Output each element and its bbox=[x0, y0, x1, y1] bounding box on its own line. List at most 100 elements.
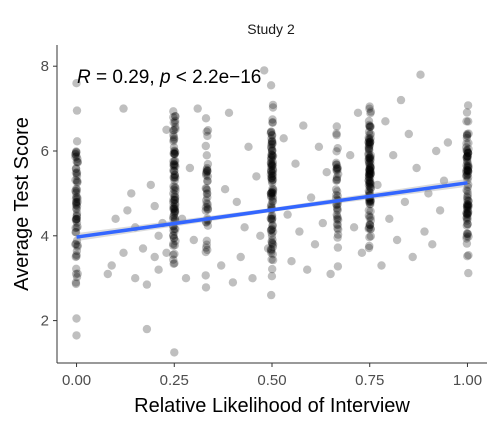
data-point bbox=[154, 231, 163, 240]
data-point bbox=[364, 173, 374, 182]
data-point bbox=[333, 220, 342, 230]
data-point bbox=[462, 131, 472, 140]
data-point bbox=[170, 146, 179, 155]
data-point bbox=[169, 198, 178, 207]
data-point bbox=[366, 151, 375, 160]
data-point bbox=[366, 200, 375, 209]
data-point bbox=[169, 203, 179, 213]
data-point bbox=[268, 250, 277, 259]
data-point bbox=[170, 227, 179, 236]
data-point bbox=[169, 149, 178, 158]
data-point bbox=[268, 118, 277, 127]
data-point bbox=[268, 151, 278, 160]
data-point bbox=[267, 140, 276, 149]
data-point bbox=[332, 175, 342, 185]
data-point bbox=[73, 194, 82, 203]
data-point bbox=[169, 113, 178, 122]
data-point bbox=[364, 154, 373, 163]
data-point bbox=[462, 166, 471, 176]
data-point bbox=[332, 210, 341, 219]
data-point bbox=[267, 229, 276, 238]
data-point bbox=[202, 151, 211, 160]
data-point bbox=[428, 240, 437, 249]
x-axis-title: Relative Likelihood of Interview bbox=[134, 395, 410, 417]
data-point bbox=[266, 170, 276, 179]
data-point bbox=[412, 163, 421, 173]
data-point bbox=[366, 159, 375, 168]
data-point bbox=[71, 149, 80, 159]
data-point bbox=[169, 204, 178, 214]
data-point bbox=[268, 221, 277, 230]
data-point bbox=[171, 112, 180, 121]
data-point bbox=[203, 200, 212, 209]
data-point bbox=[202, 185, 212, 195]
data-point bbox=[332, 166, 341, 176]
data-point bbox=[365, 153, 374, 162]
data-point bbox=[326, 269, 335, 279]
data-point bbox=[366, 154, 375, 164]
data-point bbox=[268, 214, 277, 223]
p-symbol: p bbox=[159, 67, 171, 88]
data-point bbox=[268, 139, 277, 148]
data-point bbox=[267, 176, 277, 186]
data-point bbox=[462, 117, 471, 126]
data-point bbox=[169, 118, 178, 127]
data-point bbox=[268, 192, 277, 201]
data-point bbox=[268, 175, 278, 184]
data-point bbox=[353, 108, 363, 118]
data-point bbox=[171, 112, 180, 121]
data-point bbox=[169, 182, 178, 191]
data-point bbox=[268, 186, 278, 195]
data-point bbox=[365, 167, 374, 176]
data-point bbox=[267, 146, 277, 155]
data-point bbox=[332, 160, 341, 169]
data-point bbox=[463, 151, 472, 161]
data-point bbox=[366, 207, 375, 216]
data-point bbox=[365, 241, 374, 251]
data-point bbox=[169, 189, 178, 198]
data-point bbox=[365, 199, 374, 209]
data-point bbox=[416, 70, 425, 79]
data-point bbox=[202, 240, 211, 249]
data-point bbox=[171, 125, 180, 134]
data-point bbox=[463, 148, 473, 158]
data-point bbox=[267, 151, 277, 160]
data-point bbox=[72, 250, 81, 259]
data-point bbox=[464, 200, 473, 210]
data-point bbox=[464, 167, 473, 176]
data-point bbox=[366, 163, 375, 172]
data-point bbox=[202, 127, 211, 136]
data-point bbox=[268, 168, 277, 178]
data-point bbox=[464, 251, 473, 260]
data-point bbox=[169, 202, 178, 211]
data-point bbox=[169, 195, 178, 204]
data-point bbox=[72, 169, 82, 178]
data-point bbox=[267, 150, 277, 159]
data-point bbox=[364, 150, 373, 160]
data-point bbox=[364, 143, 374, 152]
data-point bbox=[71, 216, 81, 225]
data-point bbox=[365, 220, 374, 229]
data-point bbox=[193, 104, 202, 113]
data-point bbox=[170, 149, 179, 158]
data-point bbox=[365, 165, 374, 175]
data-point bbox=[169, 132, 179, 142]
data-point bbox=[268, 221, 277, 230]
data-point bbox=[73, 193, 82, 202]
data-point bbox=[201, 271, 210, 280]
data-point bbox=[268, 100, 278, 110]
data-point bbox=[462, 214, 471, 223]
data-point bbox=[170, 241, 179, 250]
data-point bbox=[201, 141, 210, 151]
data-point bbox=[365, 179, 374, 188]
data-point bbox=[71, 186, 80, 196]
data-point bbox=[71, 239, 81, 248]
data-point bbox=[170, 249, 179, 259]
data-point bbox=[268, 139, 277, 148]
data-point bbox=[170, 259, 179, 268]
data-point bbox=[334, 169, 343, 179]
data-point bbox=[71, 223, 80, 233]
data-point bbox=[170, 134, 179, 144]
data-point bbox=[73, 197, 82, 207]
data-point bbox=[463, 182, 472, 192]
